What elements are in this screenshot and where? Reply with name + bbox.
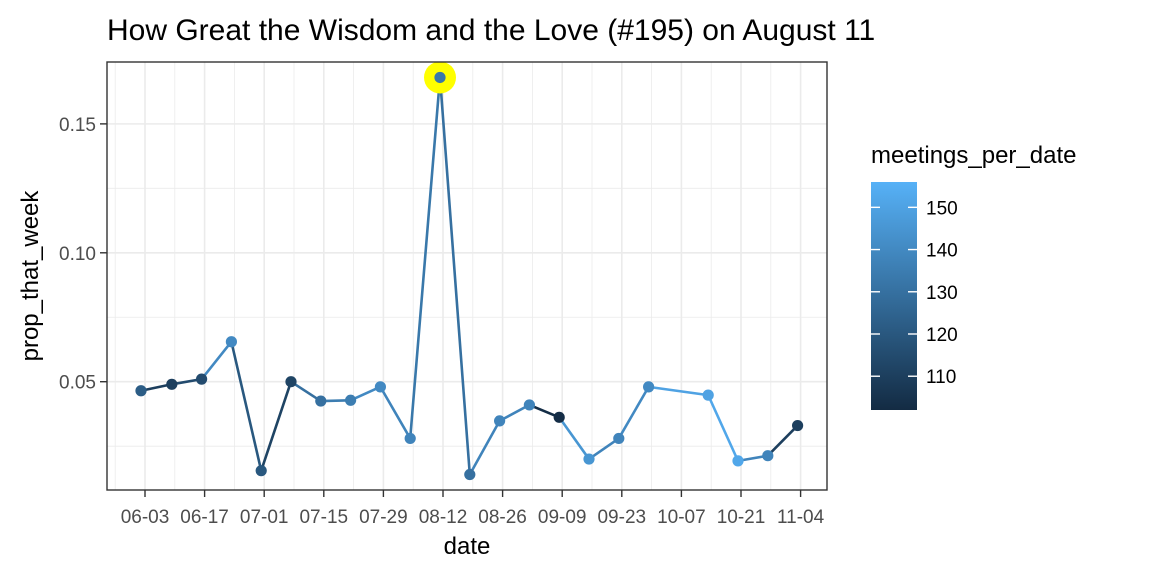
legend-colorbar [871,182,917,410]
data-point [613,432,625,445]
y-axis: 0.05 0.10 0.15 [59,115,107,394]
x-tick-label: 07-01 [240,507,289,528]
y-axis-title: prop_that_week [17,190,44,362]
chart-title: How Great the Wisdom and the Love (#195)… [107,14,875,47]
data-point [285,376,297,388]
x-tick-label: 10-21 [717,507,766,528]
x-tick-label: 07-29 [359,507,408,528]
series-line-segment [498,403,531,423]
series-line-segment [617,385,650,440]
data-point [583,453,595,465]
series-line-segment [408,76,442,440]
data-point [374,381,386,393]
series-line-segment [289,380,323,403]
data-point [732,455,744,467]
series-line-segment [766,424,799,458]
line-layer [139,76,799,476]
legend-tick-label: 150 [926,198,958,219]
x-tick-label: 09-09 [538,507,587,528]
data-point [196,373,208,385]
data-point [434,71,446,84]
data-point [464,468,476,481]
data-point [792,419,804,432]
data-point [255,465,267,477]
x-tick-label: 08-12 [419,507,468,528]
series-line-segment [647,385,710,397]
legend-title: meetings_per_date [871,142,1076,169]
x-tick-label: 08-26 [478,507,527,528]
plot-panel [106,61,828,491]
data-point [643,381,655,393]
x-tick-label: 10-07 [657,507,706,528]
x-tick-label: 06-03 [121,507,170,528]
legend-tick-label: 110 [926,367,956,388]
x-tick-label: 06-17 [180,507,229,528]
data-point [702,389,714,401]
data-point [523,399,536,411]
legend-tick-label: 120 [926,325,958,346]
x-tick-label: 09-23 [597,507,646,528]
series-line-segment [557,415,591,461]
y-tick-label: 0.10 [59,244,96,265]
x-tick-label: 07-15 [299,507,348,528]
series-line-segment [587,437,621,461]
data-point [404,432,416,445]
data-point [345,394,357,406]
series-line-segment [259,380,293,472]
x-tick-label: 11-04 [777,507,825,528]
series-line-segment [438,76,472,476]
data-point [166,378,178,390]
x-axis-title: date [444,533,491,560]
panel-border [106,61,828,491]
series-line-segment [379,385,412,440]
y-tick-label: 0.15 [59,115,96,136]
series-line-segment [468,419,501,476]
data-point [225,336,237,348]
point-layer [135,71,804,481]
legend-tick-label: 140 [926,241,958,262]
legend: meetings_per_date 110 120 130 140 150 [871,142,1076,410]
legend-tick-label: 130 [926,283,958,304]
y-tick-label: 0.05 [59,373,96,394]
legend-ticks: 110 120 130 140 150 [871,198,958,388]
data-point [762,450,774,462]
series-line-segment [200,340,233,381]
series-line-segment [706,393,740,463]
data-point [494,415,506,427]
series-line-segment [230,340,263,472]
x-axis: 06-03 06-17 07-01 07-15 07-29 08-12 08-26 09-09… [121,490,825,528]
data-point [315,395,327,407]
data-point [553,411,565,423]
data-point [135,385,147,397]
